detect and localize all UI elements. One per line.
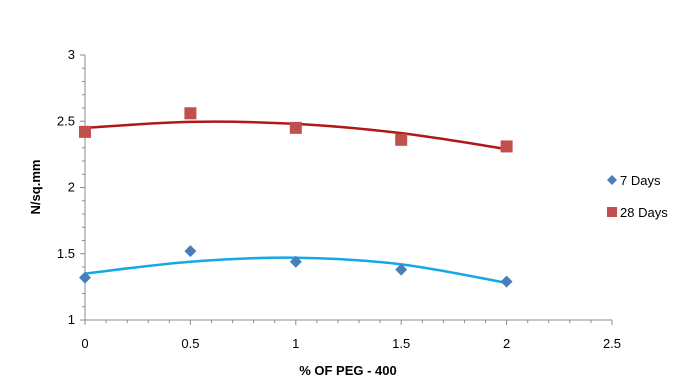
data-point-square <box>184 107 196 119</box>
data-point-square <box>501 140 513 152</box>
x-tick-label: 0 <box>81 336 88 351</box>
data-point-diamond <box>501 276 513 288</box>
legend-label: 7 Days <box>620 173 661 188</box>
y-tick-label: 2 <box>68 180 75 195</box>
x-tick-label: 1 <box>292 336 299 351</box>
x-axis-label: % OF PEG - 400 <box>299 363 397 378</box>
data-point-square <box>79 126 91 138</box>
x-tick-label: 2.5 <box>603 336 621 351</box>
legend-marker-diamond <box>607 175 617 185</box>
x-tick-label: 2 <box>503 336 510 351</box>
legend-marker-square <box>607 207 617 217</box>
x-axis-ticks: 0 0.5 1 1.5 2 2.5 <box>81 320 621 351</box>
y-axis-label: N/sq.mm <box>28 160 43 215</box>
data-point-diamond <box>184 245 196 257</box>
y-axis-ticks: 1 1.5 2 2.5 3 <box>57 47 85 327</box>
y-tick-label: 3 <box>68 47 75 62</box>
x-tick-label: 1.5 <box>392 336 410 351</box>
y-tick-label: 1.5 <box>57 246 75 261</box>
legend-label: 28 Days <box>620 205 668 220</box>
legend: 7 Days 28 Days <box>607 173 668 220</box>
y-tick-label: 1 <box>68 312 75 327</box>
data-point-square <box>290 122 302 134</box>
data-points <box>79 107 513 287</box>
y-tick-label: 2.5 <box>57 113 75 128</box>
data-point-square <box>395 134 407 146</box>
x-tick-label: 0.5 <box>181 336 199 351</box>
